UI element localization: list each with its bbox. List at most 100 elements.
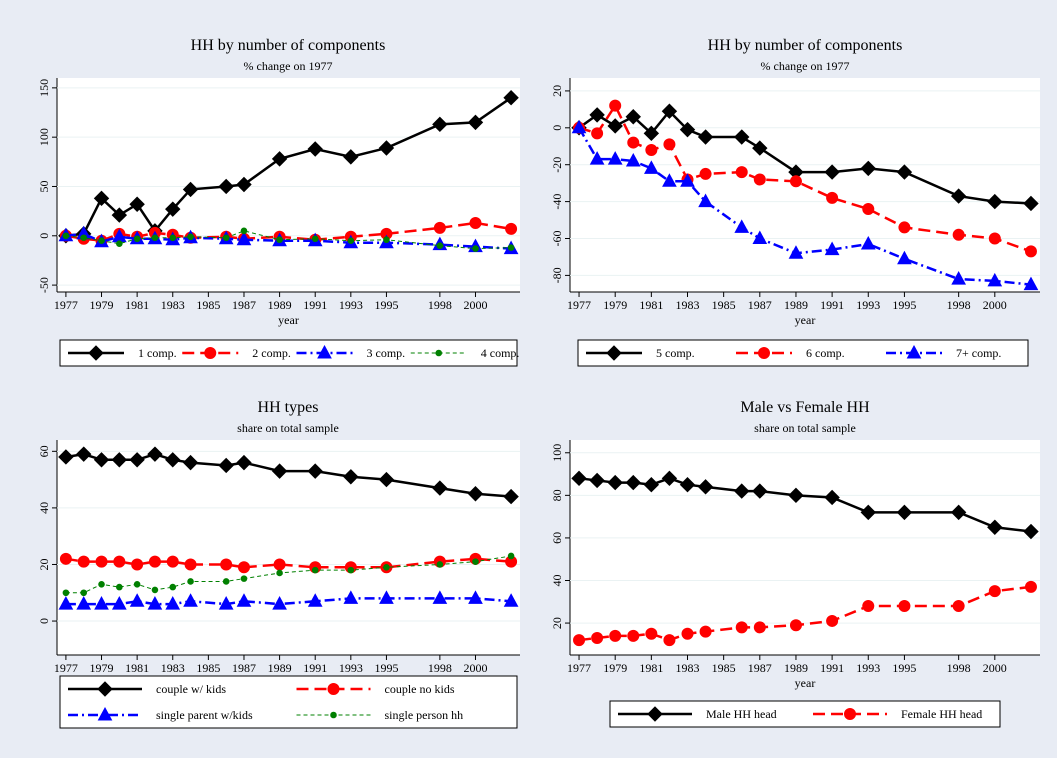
x-tick-label: 1981: [125, 298, 149, 312]
marker: [896, 164, 913, 180]
marker: [129, 196, 145, 212]
marker: [699, 625, 712, 638]
marker: [58, 449, 74, 465]
legend-label: 2 comp.: [252, 346, 291, 360]
marker: [734, 129, 750, 145]
y-tick-label: 80: [550, 489, 564, 501]
marker: [788, 245, 804, 259]
x-tick-label: 1983: [676, 298, 700, 312]
marker: [896, 504, 913, 521]
marker: [271, 151, 288, 167]
marker: [311, 235, 319, 243]
marker: [699, 167, 712, 180]
legend-marker: [330, 711, 337, 719]
marker: [62, 232, 70, 240]
x-tick-label: 1998: [947, 661, 971, 675]
x-axis-label: year: [795, 313, 816, 327]
x-tick-label: 1995: [374, 661, 398, 675]
x-tick-label: 1998: [428, 298, 452, 312]
x-tick-label: 1979: [90, 661, 114, 675]
marker: [571, 119, 587, 134]
marker: [240, 227, 248, 235]
marker: [432, 590, 448, 604]
x-tick-label: 1991: [820, 661, 844, 675]
x-tick-label: 2000: [463, 298, 487, 312]
marker: [898, 600, 911, 613]
panel: HH by number of components % change on 19…: [550, 37, 1040, 367]
y-tick-label: 0: [37, 233, 51, 239]
marker: [661, 103, 678, 119]
x-tick-label: 1995: [892, 298, 916, 312]
marker: [347, 566, 355, 574]
panel: Male vs Female HH share on total sample 20…: [550, 399, 1040, 728]
marker: [236, 176, 252, 193]
marker: [824, 164, 840, 180]
marker: [788, 487, 804, 504]
marker: [218, 596, 234, 610]
x-tick-label: 1979: [603, 298, 627, 312]
panel: HH types share on total sample 0 20 40 60 1977…: [37, 399, 520, 729]
marker: [468, 590, 483, 604]
marker: [1023, 523, 1039, 540]
marker: [789, 175, 802, 188]
marker: [147, 446, 163, 462]
x-tick-label: 1977: [567, 661, 591, 675]
marker: [432, 480, 448, 496]
marker: [826, 191, 839, 204]
x-tick-label: 1998: [947, 298, 971, 312]
marker: [681, 627, 694, 640]
legend-marker: [327, 683, 340, 695]
marker: [643, 125, 660, 142]
x-tick-label: 1983: [161, 298, 185, 312]
marker: [80, 234, 88, 242]
x-tick-label: 2000: [983, 661, 1007, 675]
marker: [276, 569, 283, 577]
legend-label: 4 comp.: [481, 346, 520, 360]
x-tick-label: 1977: [567, 298, 591, 312]
marker: [98, 237, 105, 245]
marker: [662, 173, 677, 187]
marker: [76, 446, 92, 462]
marker: [111, 596, 127, 610]
y-tick-label: 40: [37, 502, 51, 514]
marker: [76, 596, 92, 610]
marker: [222, 234, 230, 242]
marker: [591, 631, 604, 644]
marker: [860, 504, 876, 521]
y-tick-label: -20: [550, 157, 564, 173]
marker: [151, 586, 159, 594]
chart-subtitle: share on total sample: [754, 421, 856, 435]
marker: [734, 219, 750, 233]
marker: [680, 173, 695, 187]
x-tick-label: 1985: [196, 661, 220, 675]
x-tick-label: 1993: [856, 661, 880, 675]
x-tick-label: 1979: [603, 661, 627, 675]
marker: [236, 231, 252, 246]
marker: [58, 596, 74, 610]
marker: [573, 634, 586, 647]
marker: [169, 583, 177, 591]
x-tick-label: 1985: [712, 661, 736, 675]
marker: [432, 116, 448, 133]
x-tick-label: 1989: [784, 298, 808, 312]
legend-marker: [435, 349, 443, 357]
marker: [311, 566, 319, 574]
x-axis-label: year: [795, 676, 816, 690]
marker: [507, 552, 515, 560]
y-tick-label: 100: [37, 128, 51, 146]
marker: [862, 202, 875, 215]
marker: [898, 221, 911, 234]
marker: [98, 580, 105, 588]
marker: [952, 600, 965, 613]
marker: [80, 589, 88, 597]
marker: [507, 244, 515, 251]
marker: [645, 627, 658, 640]
legend-label: Female HH head: [901, 707, 982, 721]
marker: [94, 596, 109, 610]
marker: [987, 272, 1003, 287]
marker: [698, 193, 713, 208]
x-tick-label: 1979: [90, 298, 114, 312]
marker: [824, 241, 840, 256]
x-tick-label: 1995: [892, 661, 916, 675]
